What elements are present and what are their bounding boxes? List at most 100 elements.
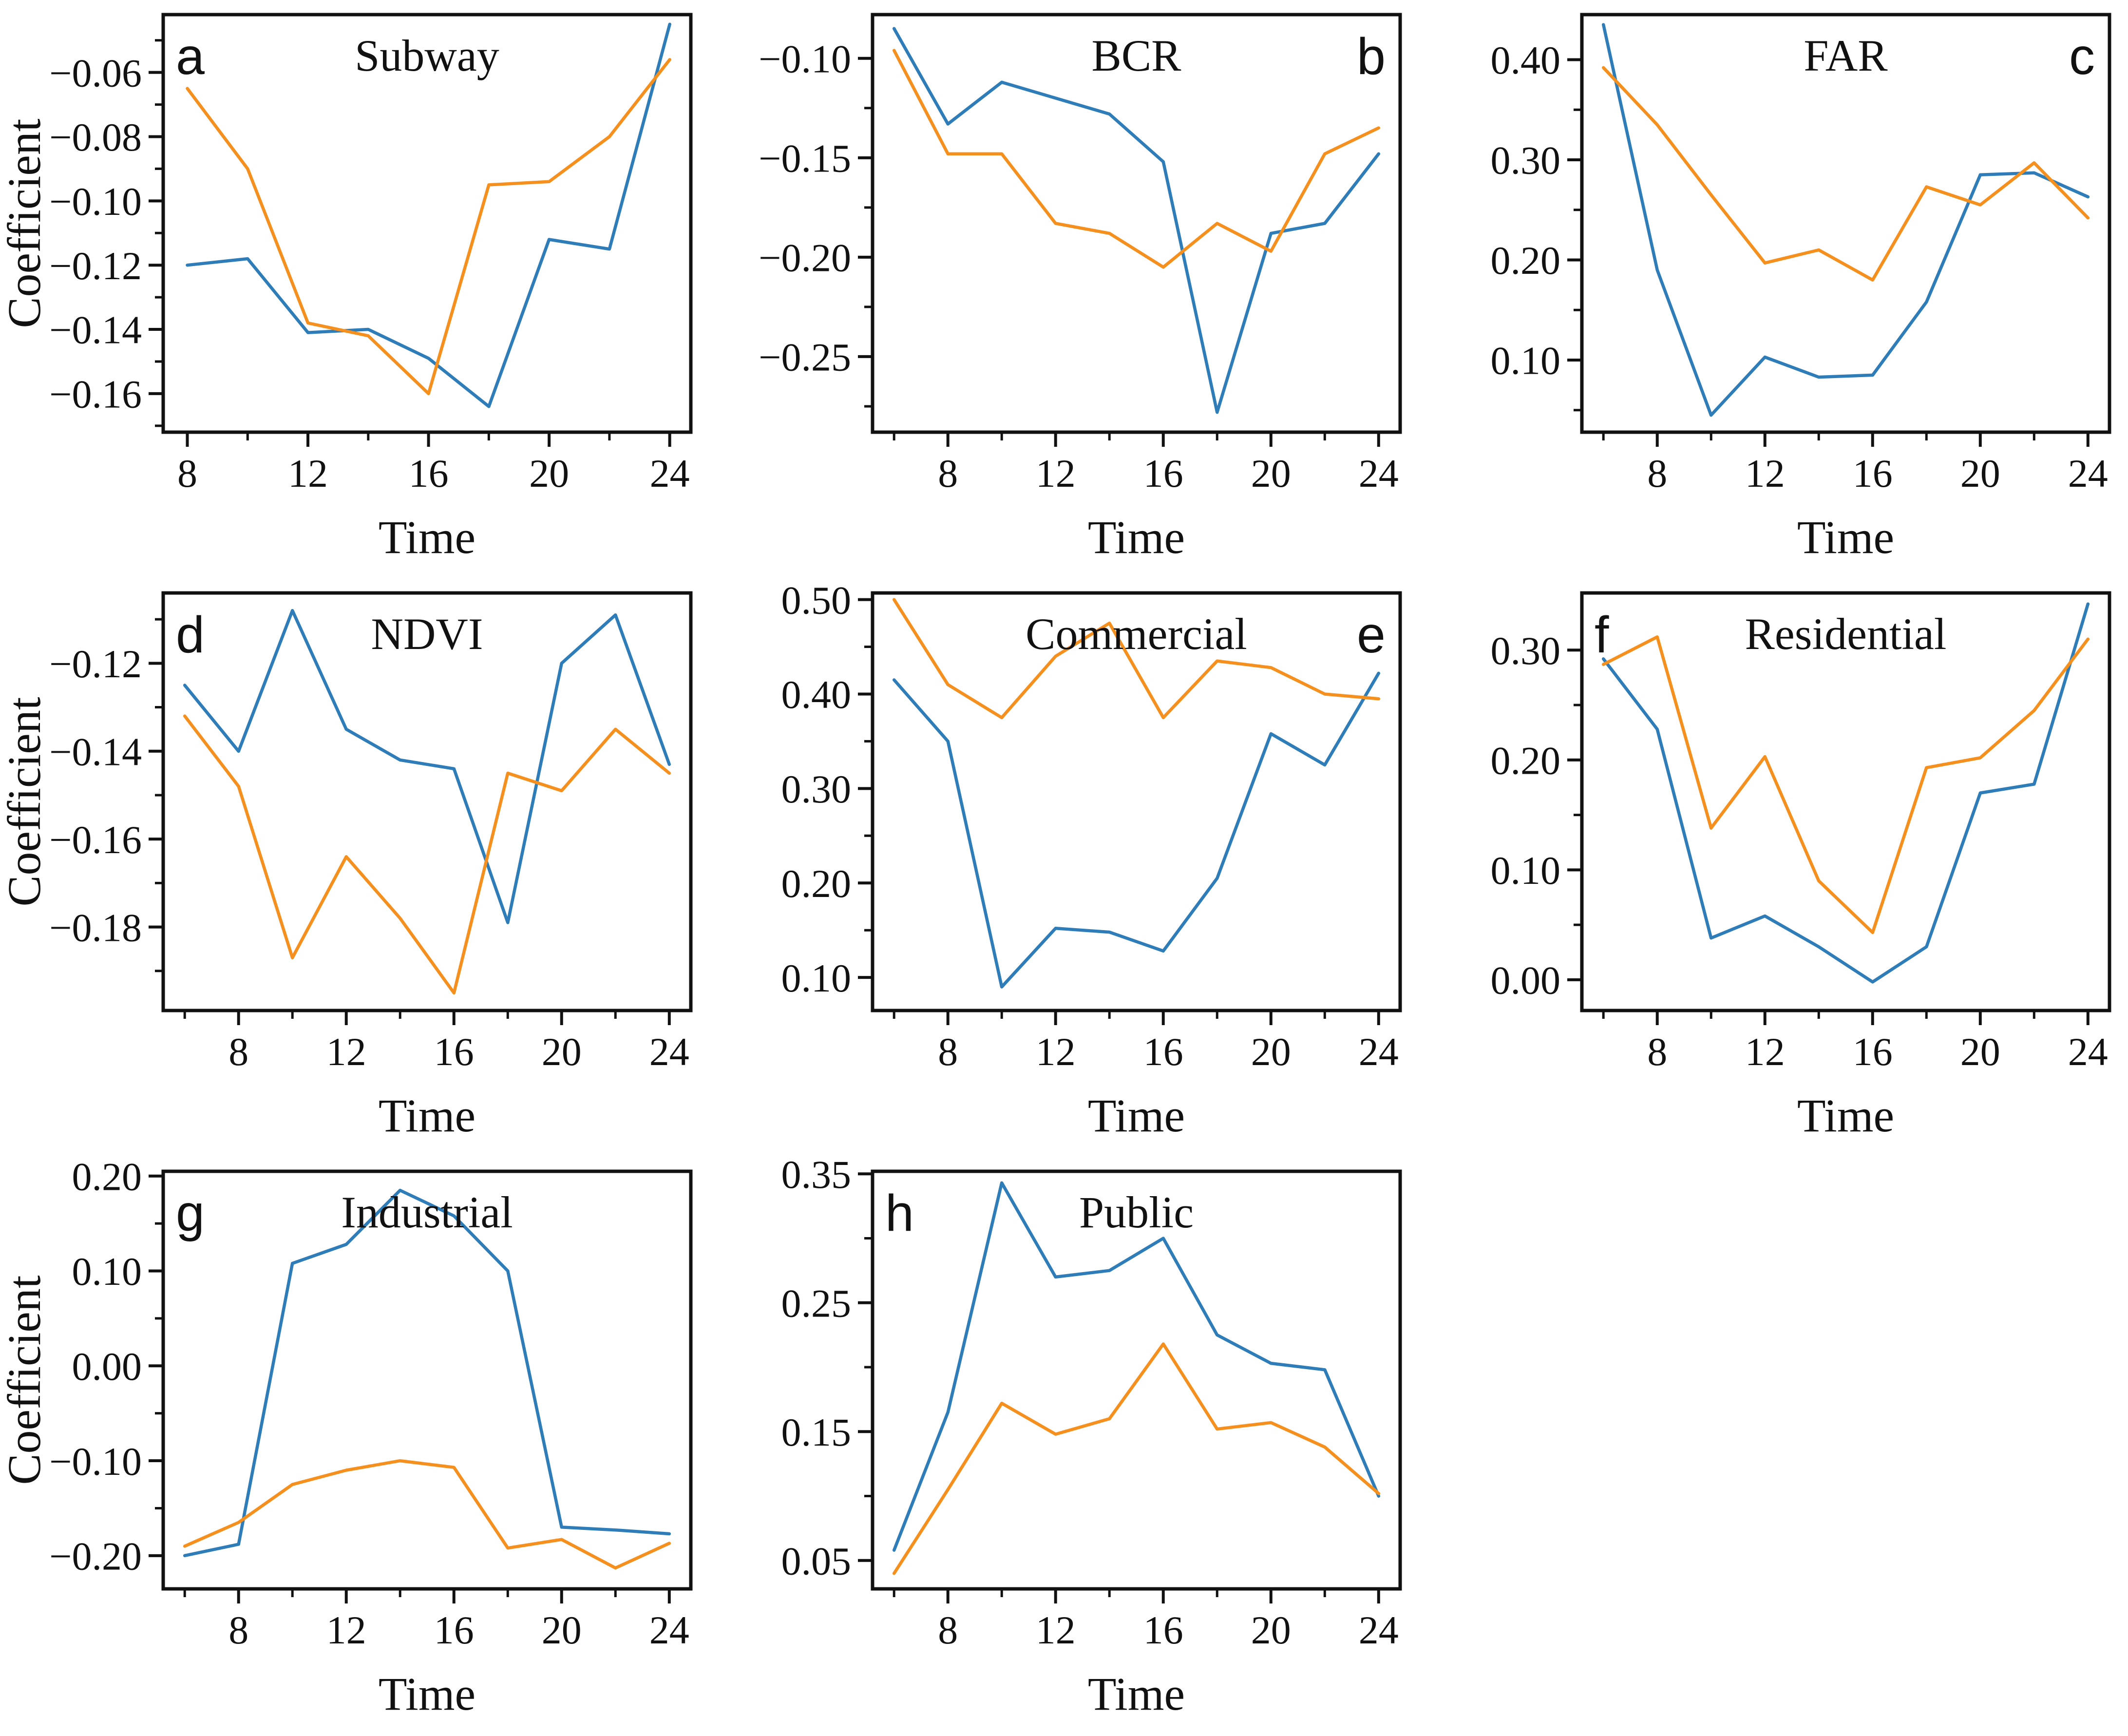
chart-c-far: 8 12 16 20 24 0.40 0.30 0.20 0.10 FAR c Time — [1419, 0, 2128, 578]
series-orange-line — [892, 1342, 1381, 1575]
y-tick-label: 0.10 — [1491, 339, 1561, 383]
panel-letter: d — [176, 606, 205, 664]
chart-d-svg: 8 12 16 20 24 −0.12 −0.14 −0.16 −0.18 NDVI d Time Co… — [0, 591, 693, 1142]
y-tick-label: −0.15 — [759, 136, 851, 181]
chart-title: Commercial — [1026, 609, 1247, 659]
chart-h-svg: 8 12 16 20 24 0.35 0.25 0.15 0.05 Public h Time — [781, 1157, 1402, 1720]
x-tick-label: 8 — [228, 1608, 248, 1652]
x-tick-label: 24 — [649, 1030, 689, 1074]
y-tick-label: −0.18 — [49, 905, 142, 950]
series-orange-line — [186, 58, 671, 396]
x-tick-label: 16 — [1853, 1030, 1893, 1074]
y-tick-label: −0.25 — [759, 335, 851, 380]
x-tick-label: 16 — [1143, 451, 1183, 496]
y-tick-label: 0.20 — [72, 1157, 142, 1199]
y-tick-label: 0.10 — [1491, 848, 1561, 893]
x-tick-label: 16 — [1143, 1030, 1183, 1074]
x-tick-label: 12 — [1036, 1030, 1076, 1074]
y-tick-label: −0.20 — [759, 236, 851, 280]
chart-title: Residential — [1745, 609, 1947, 659]
y-tick-label: 0.20 — [781, 861, 852, 906]
x-tick-label: 16 — [434, 1608, 474, 1652]
x-tick-label: 20 — [1251, 451, 1291, 496]
y-tick-label: −0.10 — [49, 179, 142, 224]
x-tick-label: 12 — [1745, 1030, 1785, 1074]
x-tick-label: 20 — [542, 1030, 582, 1074]
series-blue-line — [1601, 602, 2090, 984]
x-tick-label: 8 — [1647, 451, 1667, 496]
series-orange-line — [1601, 635, 2090, 935]
x-tick-label: 16 — [434, 1030, 474, 1074]
x-tick-label: 20 — [1251, 1030, 1291, 1074]
y-tick-label: 0.50 — [781, 578, 852, 622]
chart-b-svg: 8 12 16 20 24 −0.10 −0.15 −0.20 −0.25 BCR b Time — [759, 13, 1402, 563]
y-axis-label: Coefficient — [0, 697, 50, 906]
y-tick-label: 0.40 — [781, 672, 852, 717]
y-tick-label: 0.40 — [1491, 38, 1561, 82]
y-tick-label: −0.14 — [49, 729, 142, 774]
x-tick-label: 16 — [409, 451, 449, 496]
chart-title: BCR — [1091, 31, 1181, 80]
plot-frame — [871, 591, 1402, 1012]
x-tick-label: 24 — [1359, 451, 1399, 496]
y-tick-label: 0.00 — [1491, 958, 1561, 1003]
x-tick-label: 24 — [649, 1608, 689, 1652]
panel-letter: e — [1357, 606, 1386, 664]
chart-d-ndvi: 8 12 16 20 24 −0.12 −0.14 −0.16 −0.18 NDVI d Time Co… — [0, 578, 709, 1157]
x-axis-label: Time — [1088, 1668, 1185, 1720]
chart-b-bcr: 8 12 16 20 24 −0.10 −0.15 −0.20 −0.25 BCR b Time — [709, 0, 1419, 578]
x-tick-label: 12 — [1745, 451, 1785, 496]
x-tick-label: 16 — [1853, 451, 1893, 496]
panel-letter: g — [176, 1184, 205, 1242]
series-blue-line — [186, 22, 671, 408]
chart-a-subway: 8 12 16 20 24 −0.06 −0.08 −0.10 −0.12 −0.14 −0.16 S… — [0, 0, 709, 578]
y-tick-label: −0.12 — [49, 244, 142, 288]
y-tick-label: 0.30 — [1491, 629, 1561, 673]
x-tick-label: 20 — [1960, 1030, 2000, 1074]
chart-g-industrial: 8 12 16 20 24 0.20 0.10 0.00 −0.10 −0.20 Industria… — [0, 1157, 709, 1735]
series-orange-line — [892, 49, 1381, 269]
panel-letter: f — [1595, 606, 1609, 664]
x-tick-label: 24 — [650, 451, 690, 496]
y-tick-label: 0.20 — [1491, 739, 1561, 783]
y-tick-label: −0.16 — [49, 818, 142, 862]
x-tick-label: 16 — [1143, 1608, 1183, 1652]
x-tick-label: 8 — [177, 451, 197, 496]
chart-e-commercial: 8 12 16 20 24 0.50 0.40 0.30 0.20 0.10 Commercial e… — [709, 578, 1419, 1157]
y-tick-label: −0.08 — [49, 115, 142, 159]
chart-g-svg: 8 12 16 20 24 0.20 0.10 0.00 −0.10 −0.20 Industria… — [0, 1157, 693, 1720]
x-tick-label: 8 — [228, 1030, 248, 1074]
x-tick-label: 12 — [326, 1608, 366, 1652]
x-tick-label: 8 — [938, 1030, 958, 1074]
x-tick-label: 12 — [288, 451, 328, 496]
y-tick-label: 0.10 — [781, 956, 852, 1000]
panel-letter: b — [1357, 28, 1386, 85]
y-tick-label: −0.12 — [49, 642, 142, 686]
chart-title: Public — [1079, 1187, 1194, 1237]
chart-title: Industrial — [341, 1187, 513, 1237]
y-tick-label: 0.30 — [1491, 138, 1561, 183]
plot-frame — [161, 1169, 693, 1591]
x-tick-label: 8 — [938, 451, 958, 496]
chart-title: FAR — [1804, 31, 1888, 80]
chart-f-residential: 8 12 16 20 24 0.30 0.20 0.10 0.00 Residential f Tim… — [1419, 578, 2128, 1157]
panel-letter: a — [176, 28, 205, 85]
chart-e-svg: 8 12 16 20 24 0.50 0.40 0.30 0.20 0.10 Commercial e… — [781, 578, 1402, 1142]
y-tick-label: 0.35 — [781, 1157, 852, 1197]
chart-title: NDVI — [371, 609, 483, 659]
x-axis-label: Time — [1088, 511, 1185, 563]
chart-a-svg: 8 12 16 20 24 −0.06 −0.08 −0.10 −0.12 −0.14 −0.16 S… — [0, 13, 693, 563]
chart-title: Subway — [355, 31, 499, 80]
series-orange-line — [1601, 66, 2090, 282]
x-axis-label: Time — [379, 511, 475, 563]
x-axis-label: Time — [1797, 1089, 1894, 1142]
plot-frame — [1580, 13, 2111, 434]
x-tick-label: 20 — [1960, 451, 2000, 496]
x-tick-label: 12 — [326, 1030, 366, 1074]
series-blue-line — [183, 609, 671, 924]
series-blue-line — [183, 1188, 671, 1558]
series-blue-line — [892, 27, 1381, 414]
y-tick-label: −0.20 — [49, 1534, 142, 1579]
y-tick-label: 0.30 — [781, 767, 852, 811]
